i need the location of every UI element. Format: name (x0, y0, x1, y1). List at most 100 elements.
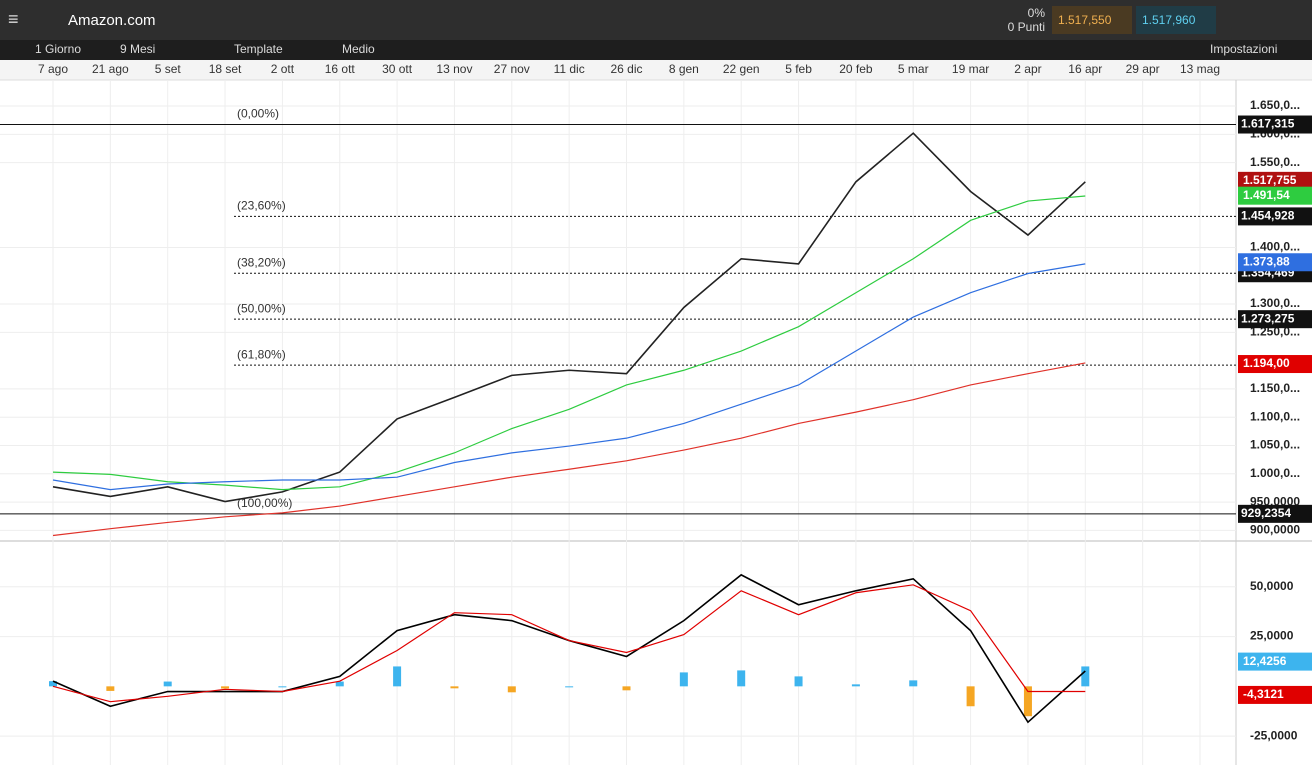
x-tick-label: 16 ott (325, 62, 356, 76)
y-tick-label: -25,0000 (1250, 728, 1298, 742)
histogram-bar (106, 686, 115, 691)
y-tick-label: 1.300,0... (1250, 296, 1300, 310)
x-tick-label: 20 feb (839, 62, 873, 76)
style[interactable]: Medio (342, 42, 375, 56)
price-tag-label: 1.194,00 (1243, 356, 1290, 370)
y-tick-label: 1.400,0... (1250, 240, 1300, 254)
x-tick-label: 16 apr (1068, 62, 1102, 76)
fib-tag-label: 1.273,275 (1241, 311, 1295, 325)
fib-name: (100,00%) (237, 496, 292, 510)
fib-tag (1238, 504, 1312, 523)
x-tick-label: 5 feb (785, 62, 812, 76)
price-tag (1238, 171, 1312, 190)
x-tick-label: 5 set (155, 62, 182, 76)
x-tick-label: 13 mag (1180, 62, 1220, 76)
x-tick-label: 26 dic (610, 62, 642, 76)
buy-price[interactable]: 1.517,960 (1142, 13, 1196, 27)
change-pct: 0% (1028, 6, 1046, 20)
histogram-bar (909, 680, 918, 687)
fib-tag-label: 1.454,928 (1241, 209, 1295, 223)
histogram-bar (622, 686, 631, 691)
histogram-bar (49, 681, 57, 687)
y-tick-label: 1.050,0... (1250, 438, 1300, 452)
histogram-bar (966, 686, 975, 707)
y-tick-label: 50,0000 (1250, 579, 1294, 593)
y-tick-label: 1.100,0... (1250, 409, 1300, 423)
histogram-bar (851, 684, 860, 687)
histogram-bar (507, 686, 516, 693)
interval[interactable]: 1 Giorno (35, 42, 81, 56)
tool-bar (0, 40, 1312, 60)
range[interactable]: 9 Mesi (120, 42, 155, 56)
fib-tag-label: 929,2354 (1241, 506, 1291, 520)
x-tick-label: 13 nov (436, 62, 472, 76)
fib-name: (50,00%) (237, 301, 286, 315)
menu-icon[interactable]: ≡ (8, 9, 19, 29)
y-tick-label: 1.650,0... (1250, 98, 1300, 112)
fib-tag (1238, 310, 1312, 329)
fib-name: (38,20%) (237, 255, 286, 269)
price-tag-label: 1.491,54 (1243, 188, 1290, 202)
fib-name: (61,80%) (237, 347, 286, 361)
price-tag-label: -4,3121 (1243, 687, 1284, 701)
x-tick-label: 11 dic (554, 62, 585, 76)
histogram-bar (221, 686, 230, 689)
x-tick-label: 18 set (209, 62, 242, 76)
x-tick-label: 19 mar (952, 62, 989, 76)
fib-name: (23,60%) (237, 199, 286, 213)
sell-button[interactable] (1052, 6, 1132, 34)
buy-button[interactable] (1136, 6, 1216, 34)
histogram-bar (163, 681, 172, 687)
histogram-bar (565, 686, 574, 688)
x-tick-label: 22 gen (723, 62, 760, 76)
x-tick-label: 2 apr (1014, 62, 1041, 76)
x-tick-label: 29 apr (1126, 62, 1160, 76)
x-tick-label: 30 ott (382, 62, 413, 76)
series-line (52, 362, 1086, 537)
date-axis (0, 60, 1312, 80)
price-tag-label: 1.517,755 (1243, 173, 1297, 187)
y-tick-label: 1.150,0... (1250, 381, 1300, 395)
x-tick-label: 2 ott (271, 62, 295, 76)
histogram-bar (278, 686, 287, 688)
price-tag-label: 1.373,88 (1243, 254, 1290, 268)
settings[interactable]: Impostazioni (1210, 42, 1277, 56)
series-line (52, 132, 1086, 503)
fib-tag (1238, 115, 1312, 134)
histogram-bar (794, 676, 803, 687)
histogram-bar (450, 686, 459, 689)
y-tick-label: 1.000,0... (1250, 466, 1300, 480)
histogram-bar (1081, 666, 1090, 687)
change-points: 0 Punti (1008, 20, 1045, 34)
series-line (52, 195, 1086, 491)
histogram-bar (393, 666, 402, 687)
fib-tag-label: 1.617,315 (1241, 117, 1295, 131)
y-tick-label: 950,0000 (1250, 494, 1300, 508)
histogram-bar (737, 670, 746, 687)
histogram-bar (1023, 686, 1032, 717)
price-tag (1238, 253, 1312, 272)
price-tag (1238, 652, 1312, 671)
x-tick-label: 21 ago (92, 62, 129, 76)
histogram-bar (679, 672, 688, 687)
sell-price[interactable]: 1.517,550 (1058, 13, 1112, 27)
series-line (52, 263, 1086, 491)
x-tick-label: 7 ago (38, 62, 68, 76)
symbol[interactable]: Amazon.com (68, 12, 156, 29)
price-tag (1238, 355, 1312, 374)
price-tag-label: 12,4256 (1243, 654, 1287, 668)
x-tick-label: 27 nov (494, 62, 530, 76)
template[interactable]: Template (234, 42, 283, 56)
series-line (52, 584, 1086, 703)
x-tick-label: 5 mar (898, 62, 929, 76)
fib-name: (0,00%) (237, 107, 279, 121)
fib-tag (1238, 207, 1312, 226)
histogram-bar (335, 681, 344, 687)
x-tick-label: 8 gen (669, 62, 699, 76)
price-tag (1238, 186, 1312, 205)
price-tag (1238, 685, 1312, 704)
y-tick-label: 25,0000 (1250, 629, 1294, 643)
y-tick-label: 1.550,0... (1250, 155, 1300, 169)
y-tick-label: 900,0000 (1250, 523, 1300, 537)
